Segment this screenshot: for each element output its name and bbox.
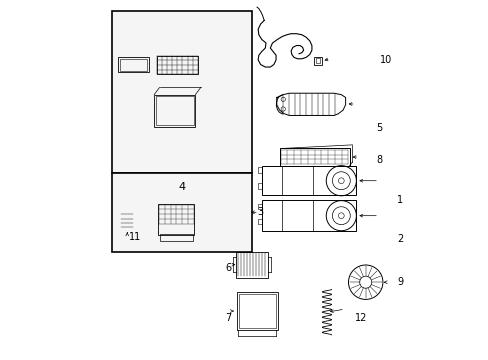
Text: 4: 4 bbox=[178, 182, 185, 192]
Text: 3: 3 bbox=[257, 207, 263, 217]
Text: 8: 8 bbox=[375, 155, 381, 165]
Bar bbox=[156, 55, 198, 74]
Bar bbox=[258, 167, 262, 173]
Bar bbox=[258, 204, 262, 210]
Text: 2: 2 bbox=[397, 234, 403, 244]
Bar bbox=[238, 294, 275, 328]
Bar bbox=[235, 252, 267, 278]
Text: 9: 9 bbox=[397, 277, 403, 287]
Bar bbox=[258, 219, 262, 225]
Bar bbox=[154, 95, 195, 127]
Text: 1: 1 bbox=[397, 195, 403, 205]
Text: 7: 7 bbox=[225, 313, 231, 323]
Text: 6: 6 bbox=[225, 263, 231, 273]
Bar bbox=[262, 166, 355, 195]
Polygon shape bbox=[276, 93, 345, 116]
Bar bbox=[258, 183, 262, 189]
Text: 11: 11 bbox=[129, 232, 141, 242]
Bar bbox=[316, 58, 319, 63]
Bar bbox=[279, 148, 349, 166]
Bar bbox=[112, 173, 251, 252]
Text: 12: 12 bbox=[354, 313, 366, 323]
Bar bbox=[158, 204, 194, 234]
Bar bbox=[236, 292, 277, 330]
Bar bbox=[156, 96, 193, 125]
Bar bbox=[314, 57, 321, 64]
Bar bbox=[112, 12, 251, 173]
Bar bbox=[120, 59, 147, 71]
Bar bbox=[160, 234, 192, 241]
Bar bbox=[118, 57, 148, 72]
Text: 10: 10 bbox=[379, 55, 391, 65]
Bar bbox=[262, 201, 355, 231]
Text: 5: 5 bbox=[375, 123, 381, 133]
